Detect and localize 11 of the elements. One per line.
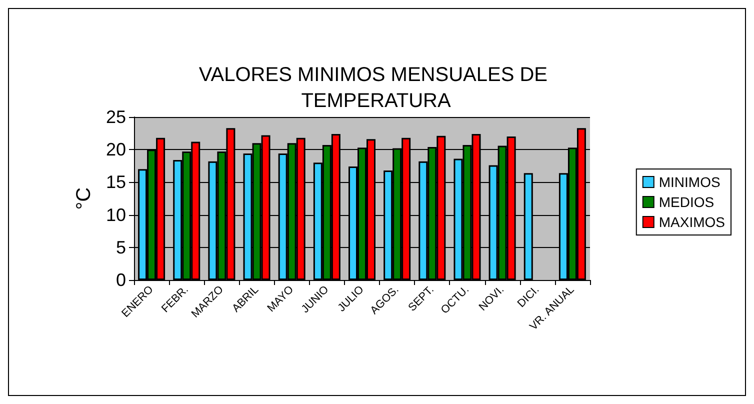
y-tick-label: 5 [116,237,126,258]
y-axis-title: °C [73,187,95,210]
y-tick-label: 20 [106,140,126,160]
y-tick-label: 25 [106,107,126,127]
legend-label: MAXIMOS [658,214,726,230]
legend-label: MINIMOS [658,174,720,190]
y-tick-label: 10 [106,204,126,225]
y-tick-label: 0 [116,270,126,290]
chart-title: VALORES MINIMOS MENSUALES DE TEMPERATURA [198,64,554,112]
legend-label: MEDIOS [658,194,714,210]
y-tick-label: 15 [106,172,126,192]
